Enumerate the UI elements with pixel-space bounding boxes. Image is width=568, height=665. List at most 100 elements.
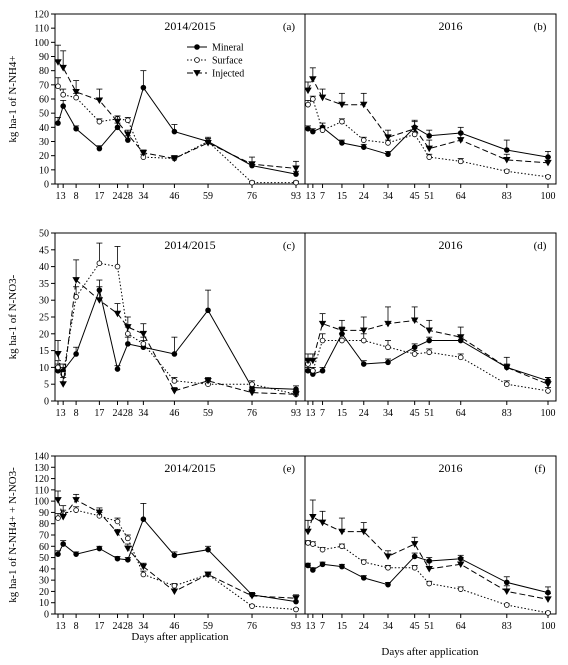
data-point <box>95 97 104 105</box>
data-point <box>411 131 418 138</box>
plot-frame <box>54 13 306 185</box>
data-point <box>171 128 178 135</box>
data-point <box>55 83 61 90</box>
y-axis-label: kg ha-1 of N-NH4+ + N-NO3- <box>7 467 19 603</box>
x-tick-label: 64 <box>456 621 466 632</box>
x-tick-label: 59 <box>203 621 213 632</box>
data-point <box>205 546 211 553</box>
x-tick-label: 34 <box>138 621 148 632</box>
series-line <box>58 288 297 390</box>
data-point <box>503 157 511 164</box>
x-axis-label-left: Days after application <box>131 631 229 643</box>
data-point <box>309 514 317 521</box>
data-point <box>140 516 147 522</box>
series-line <box>57 262 297 395</box>
series-surface <box>55 242 299 398</box>
data-point <box>410 125 419 133</box>
y-tick-label: 0 <box>44 180 49 191</box>
data-point <box>249 603 255 609</box>
data-point <box>125 330 131 337</box>
y-tick-label: 5 <box>44 380 49 391</box>
data-point <box>140 341 147 347</box>
y-tick-label: 50 <box>39 553 49 564</box>
x-tick-label: 17 <box>94 191 104 202</box>
plot-frame <box>54 455 306 615</box>
data-point <box>360 337 367 344</box>
data-point <box>503 381 510 388</box>
series-mineral <box>55 70 299 177</box>
data-point <box>125 557 131 563</box>
x-tick-label: 45 <box>410 621 420 632</box>
data-point <box>457 137 465 144</box>
data-point <box>310 128 316 135</box>
data-point <box>96 145 103 152</box>
data-point <box>305 367 311 374</box>
x-tick-label: 24 <box>359 408 369 419</box>
x-tick-label: 15 <box>337 621 347 632</box>
series-injected <box>54 259 300 398</box>
data-point <box>305 540 311 546</box>
data-point <box>319 561 326 568</box>
y-tick-label: 120 <box>34 10 49 21</box>
data-point <box>309 357 317 365</box>
y-tick-label: 60 <box>39 542 49 553</box>
panel-label: (f) <box>535 463 546 475</box>
plot-frame <box>304 232 557 402</box>
y-tick-label: 25 <box>39 313 49 324</box>
panel-title: 2014/2015 <box>164 461 215 475</box>
data-point <box>503 602 510 608</box>
data-point <box>293 179 299 186</box>
data-point <box>457 354 464 361</box>
legend-label: Mineral <box>212 43 244 54</box>
series-mineral <box>55 502 299 605</box>
data-point <box>338 101 346 109</box>
data-point <box>139 149 148 157</box>
x-tick-label: 83 <box>502 408 512 419</box>
data-point <box>410 317 419 324</box>
series-surface <box>305 540 551 616</box>
y-tick-label: 20 <box>39 151 49 162</box>
plot-frame <box>304 455 557 615</box>
y-tick-label: 20 <box>39 587 49 598</box>
data-point <box>544 381 552 388</box>
series-mineral <box>305 121 551 160</box>
data-point <box>125 117 131 124</box>
y-tick-label: 35 <box>39 279 49 290</box>
data-point <box>503 579 510 586</box>
data-point <box>385 564 391 571</box>
data-point <box>503 364 511 372</box>
data-point <box>385 140 391 146</box>
data-point <box>360 575 367 581</box>
x-tick-label: 7 <box>320 408 325 419</box>
x-tick-label: 93 <box>291 191 301 202</box>
x-tick-label: 24 <box>113 191 123 202</box>
y-tick-label: 40 <box>39 123 49 134</box>
x-tick-label: 100 <box>541 621 556 632</box>
y-tick-label: 20 <box>39 329 49 340</box>
data-point <box>411 564 418 571</box>
x-tick-label: 64 <box>456 191 466 202</box>
data-point <box>319 546 326 553</box>
data-point <box>170 388 179 395</box>
x-tick-label: 3 <box>61 621 66 632</box>
data-point <box>544 596 552 603</box>
x-tick-label: 17 <box>94 408 104 419</box>
x-tick-label: 59 <box>203 191 213 202</box>
data-point <box>318 94 327 102</box>
data-point <box>139 330 148 338</box>
series-line <box>57 61 297 169</box>
data-point <box>385 359 391 366</box>
data-point <box>425 565 433 573</box>
data-point <box>124 545 132 553</box>
y-tick-label: 140 <box>34 452 49 463</box>
x-tick-label: 3 <box>310 408 315 419</box>
series-line <box>307 78 549 164</box>
x-tick-label: 1 <box>56 408 61 419</box>
plot-frame <box>304 13 557 185</box>
x-tick-label: 34 <box>138 408 148 419</box>
data-point <box>114 518 121 525</box>
x-tick-label: 93 <box>291 408 301 419</box>
data-point <box>204 140 212 147</box>
y-tick-label: 70 <box>39 80 49 91</box>
data-point <box>114 263 121 270</box>
